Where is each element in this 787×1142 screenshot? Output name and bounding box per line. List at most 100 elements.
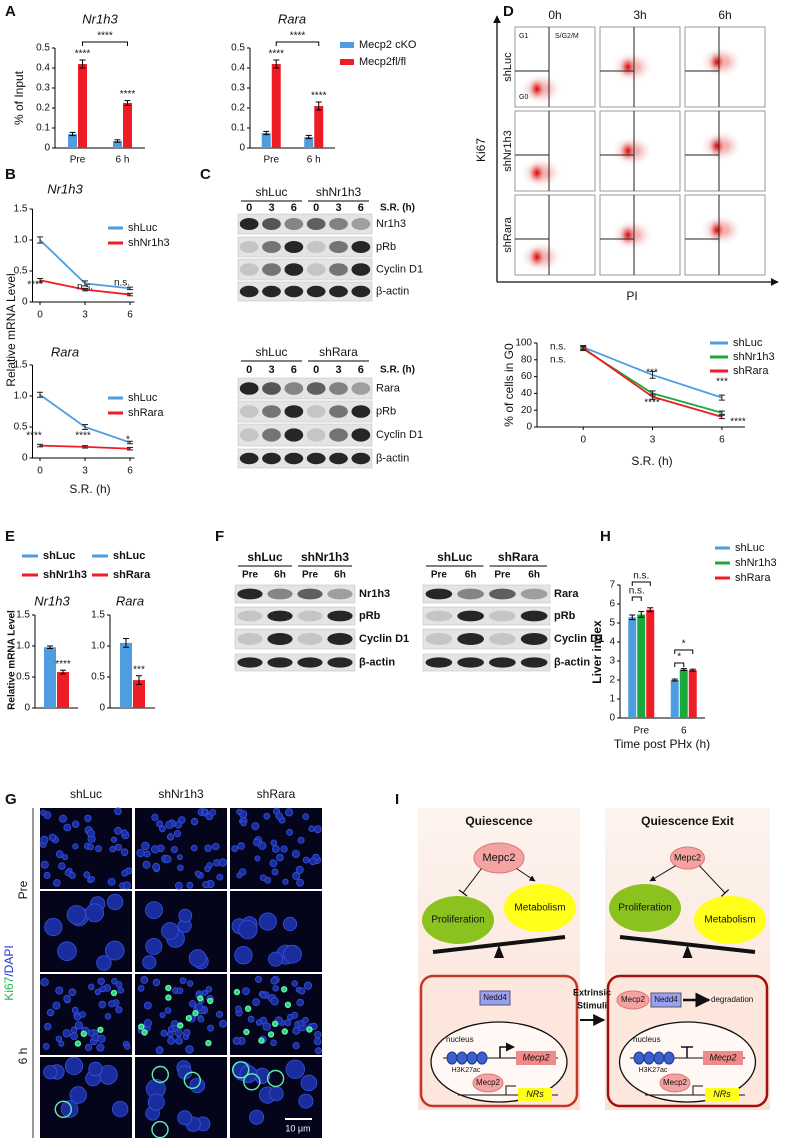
y-tick-label: 60 <box>521 371 533 382</box>
nucleus <box>216 873 224 881</box>
y-tick-label: 0.2 <box>36 103 50 114</box>
nucleus <box>40 860 49 869</box>
x-axis-label: Time post PHx (h) <box>614 737 710 751</box>
blot-lane: 6h <box>528 570 540 581</box>
nucleosome <box>476 1051 488 1065</box>
y-tick-label: 0.5 <box>36 43 50 54</box>
nucleus <box>212 842 220 851</box>
nucleus <box>63 994 71 1003</box>
y-tick-label: 0 <box>22 453 28 464</box>
blot-band <box>327 588 353 600</box>
blot-band <box>284 263 304 276</box>
bracket <box>674 662 685 667</box>
legend-swatch <box>340 42 354 48</box>
ki67-signal <box>54 1100 72 1119</box>
nucleus <box>176 854 183 861</box>
annotation: **** <box>26 431 42 442</box>
nucleus <box>314 1030 322 1039</box>
target-gene <box>518 1088 552 1101</box>
blot-band <box>237 657 263 668</box>
stimulus-label: Extrinsic <box>573 987 611 997</box>
blot-band <box>327 610 353 622</box>
nucleus <box>232 1036 241 1045</box>
blot-band <box>297 633 323 645</box>
blot-band <box>239 428 259 442</box>
nucleus <box>235 1005 242 1012</box>
nucleus <box>69 1086 87 1104</box>
nucleus <box>186 980 194 987</box>
nucleus <box>275 812 284 820</box>
nucleus <box>141 841 150 851</box>
x-tick-label: 0 <box>580 435 586 446</box>
annotation: n.s. <box>114 278 130 289</box>
y-tick-label: 1 <box>609 694 615 705</box>
y-axis-label: Liver index <box>590 620 604 684</box>
blot-band <box>329 218 348 230</box>
stain-label: Ki67/DAPI <box>2 945 16 1000</box>
nucleus <box>303 981 313 990</box>
flow-cloud <box>527 77 547 101</box>
nucleus <box>188 949 207 968</box>
nucleus <box>55 1035 63 1042</box>
blot-row-label: pRb <box>359 610 381 622</box>
nucleus <box>145 938 163 956</box>
nucleus <box>195 1003 204 1012</box>
blot-band <box>262 241 281 253</box>
nucleus <box>314 1047 322 1055</box>
nucleus <box>155 1046 164 1055</box>
nucleus <box>97 977 105 985</box>
nucleus <box>309 857 317 866</box>
nucleus <box>156 820 163 828</box>
nucleus <box>215 1010 223 1018</box>
nucleus <box>164 1007 172 1014</box>
nucleus <box>183 1029 191 1037</box>
nucleus <box>60 1100 79 1118</box>
annotation: * <box>126 435 130 446</box>
blot-band <box>239 218 259 230</box>
x-tick-label: 6 h <box>116 155 130 166</box>
nucleus <box>298 1093 314 1109</box>
stain-dapi: /DAPI <box>2 945 16 976</box>
nucleus <box>176 987 184 994</box>
gate-label: G0 <box>519 94 528 101</box>
y-tick-label: 0 <box>24 703 30 714</box>
chart-title: Rara <box>116 593 144 608</box>
nucleus <box>218 1019 227 1028</box>
blot-band <box>239 382 259 395</box>
blot-lane: Pre <box>242 570 259 581</box>
nucleus <box>48 833 57 842</box>
protein <box>659 1073 691 1093</box>
panel-letter: G <box>5 791 17 808</box>
annotation: n.s. <box>629 586 645 597</box>
annotation: n.s. <box>550 342 566 353</box>
nucleus <box>109 845 116 853</box>
y-tick-label: 0.3 <box>231 83 245 94</box>
ki67-signal <box>231 1061 250 1079</box>
lane-header: S.R. (h) <box>380 203 415 214</box>
y-tick-label: 0.1 <box>36 123 50 134</box>
bracket <box>631 581 651 586</box>
nucleus <box>242 987 250 995</box>
y-tick-label: 1.5 <box>14 360 28 371</box>
blot-band <box>239 241 259 253</box>
blot-band <box>262 382 281 395</box>
nucleus <box>231 845 239 852</box>
nucleus <box>271 868 279 876</box>
nucleus <box>63 823 72 832</box>
blot-band <box>351 405 371 418</box>
nucleus <box>52 879 61 887</box>
protein <box>472 1073 504 1093</box>
blot-lane: 6 <box>291 364 297 376</box>
bar <box>670 680 679 718</box>
blot-band <box>520 657 548 668</box>
stain-ki67: Ki67 <box>2 976 16 1000</box>
x-tick-label: 0 <box>37 466 43 477</box>
blot-band <box>284 382 304 395</box>
nucleus <box>276 853 284 862</box>
nucleus <box>310 1022 318 1031</box>
nucleus <box>143 1019 152 1028</box>
blot-band <box>306 263 326 276</box>
y-tick-label: 4 <box>609 637 615 648</box>
ki67-signal <box>206 997 214 1005</box>
nucleus <box>143 1001 152 1010</box>
